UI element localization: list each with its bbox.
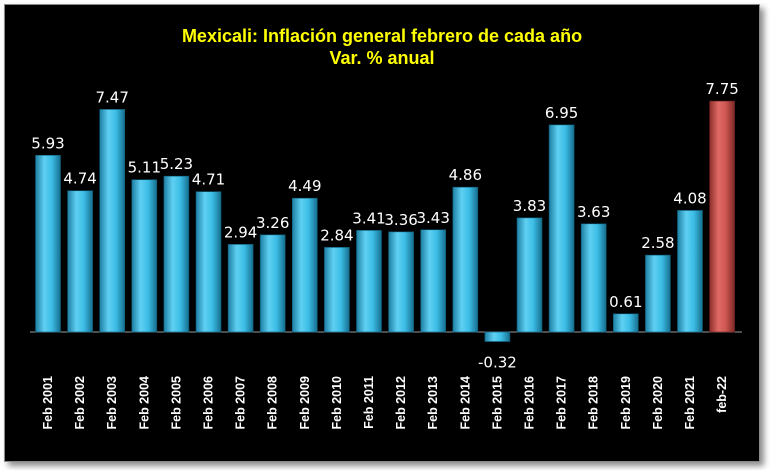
x-tick-label: Feb 2004 (137, 376, 151, 430)
bar-feb-2013 (420, 229, 447, 333)
bar-feb-2014 (452, 186, 479, 333)
data-label: 7.75 (705, 80, 738, 98)
data-label: 2.94 (224, 223, 257, 241)
data-label: 5.23 (160, 155, 193, 173)
data-label: 3.83 (513, 197, 546, 215)
data-label: 6.95 (545, 104, 578, 122)
data-label: 2.84 (320, 226, 353, 244)
x-tick-label: Feb 2016 (523, 376, 537, 430)
chart-title: Mexicali: Inflación general febrero de c… (5, 25, 759, 69)
bar-feb-2020 (645, 254, 671, 333)
bar-feb-2004 (131, 179, 158, 333)
x-tick-label: Feb 2001 (41, 376, 55, 430)
data-label: 4.71 (192, 171, 225, 189)
bar-feb-2017 (548, 124, 575, 333)
x-tick-label: Feb 2018 (587, 376, 601, 430)
x-tick-label: Feb 2003 (105, 376, 119, 430)
data-label: 4.08 (673, 189, 706, 207)
x-tick-label: Feb 2013 (426, 376, 440, 430)
x-tick-label: Feb 2019 (619, 376, 633, 430)
x-tick-label: Feb 2015 (490, 376, 504, 430)
x-tick-label: Feb 2021 (683, 376, 697, 430)
bar-feb-2009 (291, 197, 318, 333)
x-tick-label: Feb 2006 (202, 376, 216, 430)
bar-feb-2007 (227, 244, 254, 333)
bar-feb-2005 (163, 175, 190, 333)
bar-feb-2018 (580, 223, 607, 333)
data-label: 3.63 (577, 203, 610, 221)
data-label: 5.93 (31, 134, 64, 152)
x-tick-label: Feb 2011 (362, 376, 376, 429)
data-label: 3.26 (256, 214, 289, 232)
chart-title-line: Mexicali: Inflación general febrero de c… (181, 26, 583, 46)
data-label: 3.36 (384, 211, 417, 229)
bar-feb-2019 (612, 313, 639, 333)
x-tick-label: Feb 2010 (330, 376, 344, 430)
data-label: 5.11 (128, 159, 161, 177)
bar-feb-2016 (516, 217, 543, 333)
x-tick-label: Feb 2007 (234, 376, 248, 430)
x-tick-label: Feb 2008 (266, 376, 280, 430)
bar-feb-2015 (484, 331, 511, 342)
data-label: 3.41 (352, 209, 385, 227)
data-label: -0.32 (478, 354, 517, 372)
bar-feb-2003 (99, 109, 125, 333)
bar-feb-2002 (67, 190, 93, 333)
chart-subtitle: Var. % anual (329, 48, 435, 68)
x-tick-label: feb-22 (715, 376, 729, 413)
x-tick-label: Feb 2020 (651, 376, 665, 430)
bar-feb-2011 (356, 230, 382, 333)
x-tick-label: Feb 2017 (555, 376, 569, 430)
data-label: 4.86 (449, 166, 482, 184)
bar-feb-2001 (35, 154, 61, 333)
data-label: 3.43 (416, 209, 449, 227)
data-label: 4.49 (288, 177, 321, 195)
chart-frame: Mexicali: Inflación general febrero de c… (4, 4, 760, 462)
x-tick-label: Feb 2009 (298, 376, 312, 430)
data-label: 2.58 (641, 234, 674, 252)
bar-feb-2012 (388, 231, 414, 333)
bar-feb-2006 (195, 191, 222, 333)
x-tick-label: Feb 2005 (169, 376, 183, 430)
data-label: 0.61 (609, 293, 642, 311)
bar-feb-2008 (259, 234, 286, 333)
x-tick-label: Feb 2012 (394, 376, 408, 430)
bar-feb-22 (709, 100, 735, 333)
bar-feb-2021 (677, 210, 703, 333)
data-label: 7.47 (95, 88, 128, 106)
x-tick-label: Feb 2002 (73, 376, 87, 430)
bar-feb-2010 (324, 247, 350, 333)
data-label: 4.74 (63, 170, 96, 188)
x-tick-label: Feb 2014 (458, 376, 472, 430)
